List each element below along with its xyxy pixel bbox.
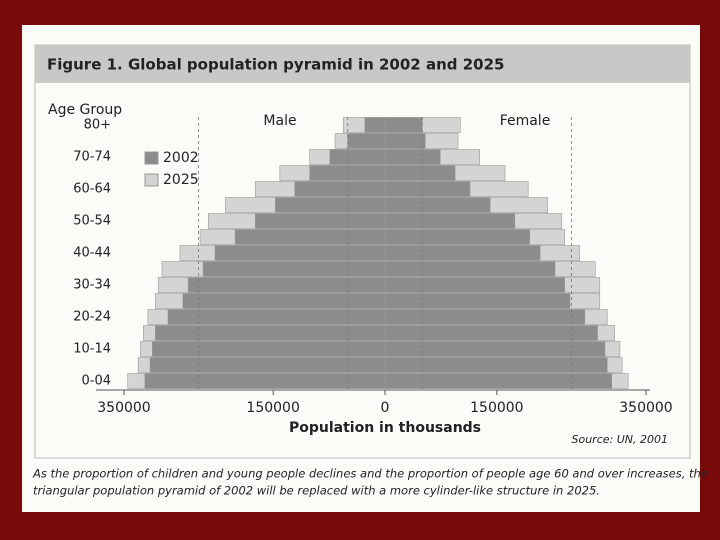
x-tick-label: 350000 (97, 400, 150, 416)
female-bar (384, 117, 423, 133)
male-bar (187, 277, 386, 293)
caption-line: As the proportion of children and young … (32, 467, 708, 481)
female-bar (384, 133, 426, 149)
male-label: Male (263, 113, 296, 129)
male-bar (214, 245, 386, 261)
y-tick-label: 10-14 (73, 342, 111, 357)
y-axis-label: Age Group (48, 102, 122, 118)
female-bar (384, 165, 456, 181)
y-tick-label: 20-24 (73, 310, 111, 325)
source: Source: UN, 2001 (572, 433, 669, 446)
male-bar (364, 117, 386, 133)
x-tick-label: 150000 (470, 400, 523, 416)
x-tick-label: 0 (381, 400, 390, 416)
female-bar (384, 197, 491, 213)
male-bar (347, 133, 386, 149)
male-bar (149, 357, 386, 373)
y-tick-label: 60-64 (73, 182, 111, 197)
female-bar (384, 245, 541, 261)
female-bar (384, 213, 516, 229)
female-bar (384, 181, 471, 197)
caption-line: triangular population pyramid of 2002 wi… (33, 484, 600, 498)
male-bar (254, 213, 386, 229)
title-band (35, 45, 690, 83)
male-bar (202, 261, 386, 277)
male-bar (234, 229, 386, 245)
male-bar (275, 197, 386, 213)
male-bar (152, 341, 386, 357)
male-bar (144, 373, 386, 389)
x-tick-label: 350000 (619, 400, 672, 416)
female-bar (384, 357, 608, 373)
male-bar (294, 181, 386, 197)
legend-swatch (144, 173, 159, 187)
male-bar (182, 293, 386, 309)
female-bar (384, 341, 606, 357)
female-bar (384, 261, 556, 277)
y-tick-label: 0-04 (81, 374, 111, 389)
y-tick-label: 30-34 (73, 278, 111, 293)
male-bar (155, 325, 386, 341)
y-tick-label: 50-54 (73, 214, 111, 229)
male-bar (167, 309, 386, 325)
legend-label: 2025 (163, 172, 199, 188)
chart-title: Figure 1. Global population pyramid in 2… (47, 56, 504, 74)
female-bar (384, 325, 598, 341)
legend-label: 2002 (163, 150, 199, 166)
female-bar (384, 309, 586, 325)
female-bar (384, 373, 612, 389)
y-tick-label: 70-74 (73, 150, 111, 165)
male-bar (329, 149, 386, 165)
female-bar (384, 277, 566, 293)
y-tick-label: 40-44 (73, 246, 111, 261)
female-bar (384, 149, 441, 165)
female-label: Female (500, 113, 551, 129)
x-axis-label: Population in thousands (289, 420, 481, 436)
x-tick-label: 150000 (246, 400, 299, 416)
female-bar (384, 229, 530, 245)
legend-swatch (144, 151, 159, 165)
female-bar (384, 293, 571, 309)
y-tick-label: 80+ (84, 118, 111, 133)
